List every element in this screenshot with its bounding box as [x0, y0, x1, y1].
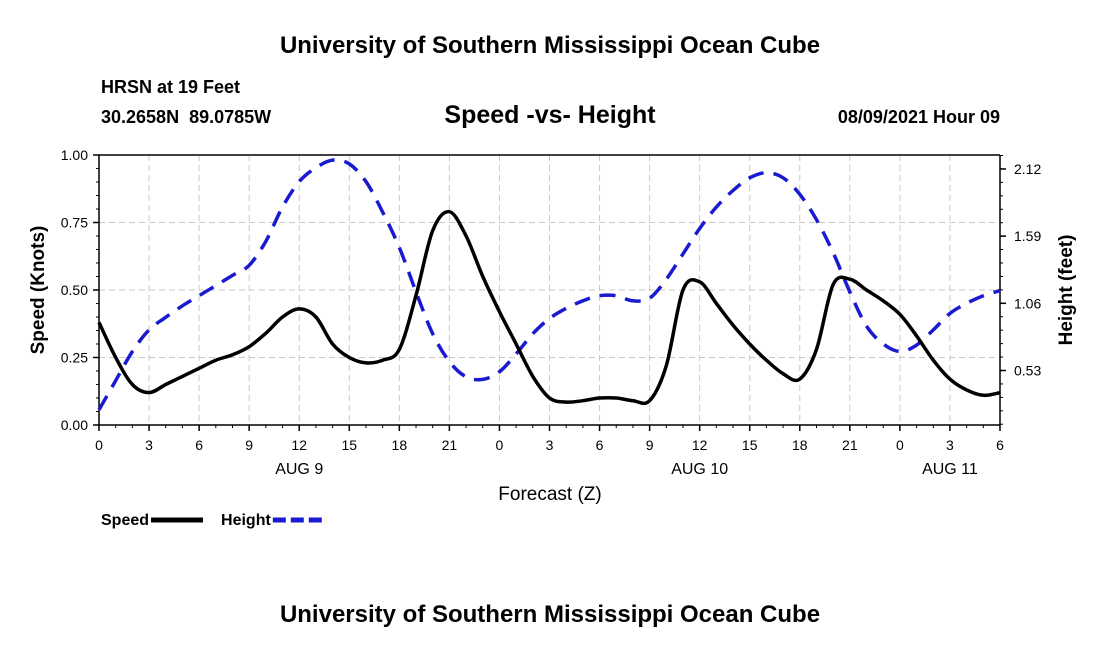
x-tick-label: 15	[341, 437, 357, 453]
left-tick-label: 0.00	[61, 417, 88, 433]
x-tick-label: 3	[946, 437, 954, 453]
x-tick-label: 6	[596, 437, 604, 453]
y-axis-right-title: Height (feet)	[1056, 235, 1077, 346]
x-axis-title: Forecast (Z)	[498, 484, 601, 505]
x-tick-label: 18	[792, 437, 808, 453]
series-line-height	[97, 158, 1001, 411]
left-tick-label: 1.00	[61, 147, 88, 163]
x-tick-label: 3	[546, 437, 554, 453]
right-tick-label: 1.06	[1014, 295, 1041, 311]
y-axis-left-title: Speed (Knots)	[28, 226, 49, 355]
x-tick-label: 9	[646, 437, 654, 453]
right-tick-label: 2.12	[1014, 161, 1041, 177]
x-tick-label: 21	[442, 437, 458, 453]
day-label: AUG 11	[922, 461, 978, 478]
bottom-title: University of Southern Mississippi Ocean…	[279, 601, 821, 628]
x-tick-label: 18	[392, 437, 408, 453]
x-tick-label: 9	[245, 437, 253, 453]
left-tick-label: 0.25	[61, 350, 88, 366]
x-tick-label: 3	[145, 437, 153, 453]
x-tick-label: 12	[291, 437, 307, 453]
top-title: University of Southern Mississippi Ocean…	[279, 32, 821, 59]
day-label: AUG 9	[275, 461, 323, 478]
x-tick-label: 0	[95, 437, 103, 453]
right-tick-label: 1.59	[1014, 228, 1041, 244]
datetime-label: 08/09/2021 Hour 09	[837, 107, 1000, 127]
x-tick-label: 12	[692, 437, 708, 453]
right-tick-label: 0.53	[1014, 362, 1041, 378]
legend-label-speed: Speed	[101, 512, 149, 529]
chart-subtitle: Speed -vs- Height	[444, 101, 656, 129]
station-label: HRSN at 19 Feet	[101, 77, 241, 97]
series-line-speed	[97, 209, 1001, 406]
left-tick-label: 0.75	[61, 215, 88, 231]
x-tick-label: 6	[996, 437, 1004, 453]
day-label: AUG 10	[671, 461, 728, 478]
left-tick-label: 0.50	[61, 282, 88, 298]
x-tick-label: 0	[896, 437, 904, 453]
x-tick-label: 21	[842, 437, 858, 453]
coordinates-label: 30.2658N 89.0785W	[101, 107, 272, 127]
x-tick-label: 6	[195, 437, 203, 453]
x-tick-label: 15	[742, 437, 758, 453]
legend-label-height: Height	[221, 512, 271, 529]
x-tick-label: 0	[496, 437, 504, 453]
